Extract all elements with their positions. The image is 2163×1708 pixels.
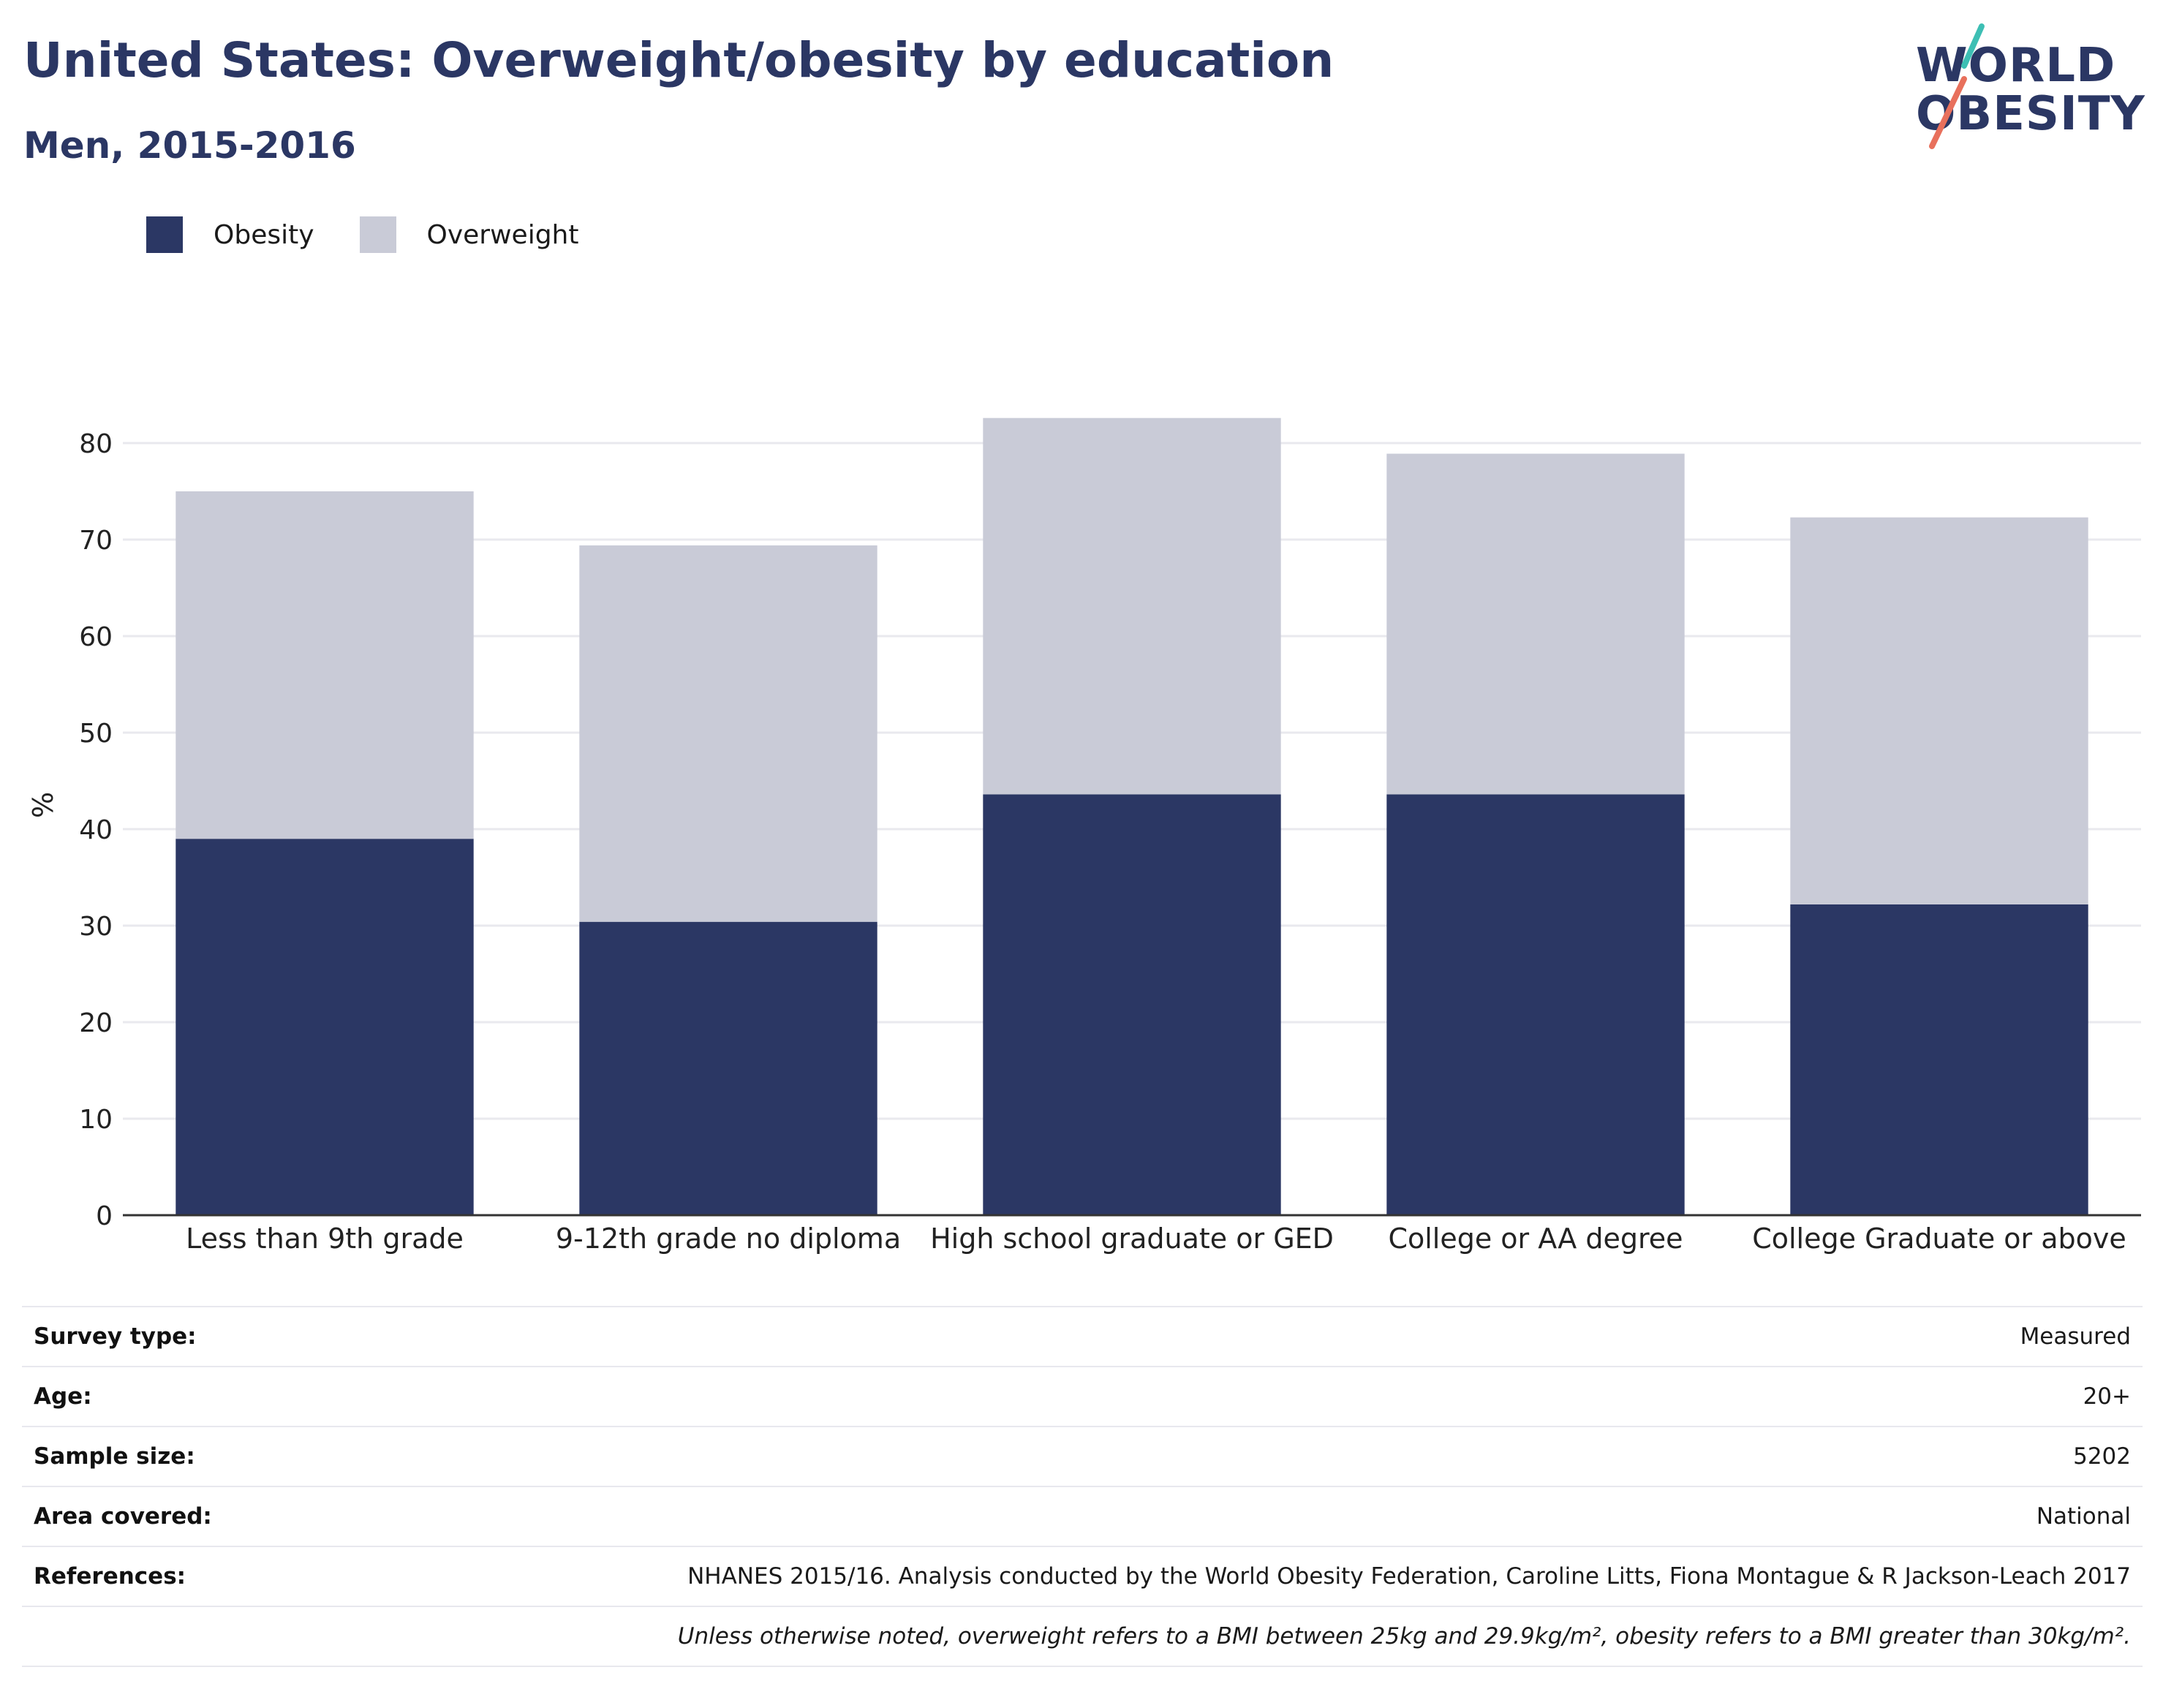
info-row-bmi-note: Unless otherwise noted, overweight refer… xyxy=(22,1607,2143,1667)
info-value: National xyxy=(2036,1503,2131,1530)
x-tick-label: 9-12th grade no diploma xyxy=(556,1223,901,1255)
info-row-area-covered: Area covered: National xyxy=(22,1487,2143,1547)
legend-label-overweight: Overweight xyxy=(426,219,579,250)
bar-overweight-2 xyxy=(983,417,1281,795)
bar-obesity-2 xyxy=(983,794,1281,1215)
y-tick-label: 80 xyxy=(79,429,113,459)
bar-overweight-0 xyxy=(175,491,474,839)
info-row-survey-type: Survey type: Measured xyxy=(22,1307,2143,1367)
logo-slash-icon xyxy=(1929,23,1985,149)
bar-overweight-3 xyxy=(1386,453,1685,795)
x-tick-label: College Graduate or above xyxy=(1752,1223,2126,1255)
y-tick-label: 20 xyxy=(79,1008,113,1038)
y-axis-label: % xyxy=(27,792,59,818)
info-value: NHANES 2015/16. Analysis conducted by th… xyxy=(687,1563,2131,1590)
survey-info-table: Survey type: Measured Age: 20+ Sample si… xyxy=(22,1306,2143,1667)
chart-title: United States: Overweight/obesity by edu… xyxy=(23,32,1335,88)
y-tick-label: 60 xyxy=(79,622,113,652)
y-tick-label: 70 xyxy=(79,526,113,556)
info-row-age: Age: 20+ xyxy=(22,1367,2143,1427)
bar-chart: 0 10 20 30 40 50 60 70 80% Less than 9th grade 9-1… xyxy=(27,417,2141,1255)
info-label: References: xyxy=(34,1563,186,1590)
y-tick-label: 0 xyxy=(96,1201,113,1231)
chart-subtitle: Men, 2015-2016 xyxy=(23,124,356,167)
bar-obesity-3 xyxy=(1386,794,1685,1215)
info-value: 20+ xyxy=(2083,1383,2131,1410)
y-tick-label: 40 xyxy=(79,815,113,845)
legend-swatch-overweight xyxy=(359,216,396,253)
bar-obesity-0 xyxy=(175,839,474,1215)
info-value: 5202 xyxy=(2073,1443,2131,1470)
info-label: Age: xyxy=(34,1383,92,1410)
y-tick-label: 50 xyxy=(79,719,113,749)
world-obesity-logo: WORLD OBESITY xyxy=(1901,15,2150,154)
info-value: Measured xyxy=(2020,1323,2131,1350)
bmi-definition-note: Unless otherwise noted, overweight refer… xyxy=(677,1623,2131,1650)
y-tick-label: 30 xyxy=(79,912,113,942)
y-tick-label: 10 xyxy=(79,1105,113,1135)
info-label: Area covered: xyxy=(34,1503,212,1530)
legend-item-obesity[interactable]: Obesity xyxy=(146,216,314,253)
legend-item-overweight[interactable]: Overweight xyxy=(359,216,579,253)
bar-obesity-1 xyxy=(579,921,877,1215)
x-tick-label: College or AA degree xyxy=(1388,1223,1683,1255)
bar-obesity-4 xyxy=(1790,904,2088,1215)
legend-label-obesity: Obesity xyxy=(214,219,314,250)
chart-legend: Obesity Overweight xyxy=(146,216,624,253)
bar-overweight-4 xyxy=(1790,517,2088,904)
info-row-sample-size: Sample size: 5202 xyxy=(22,1427,2143,1487)
logo-text-world: WORLD xyxy=(1916,39,2116,93)
legend-swatch-obesity xyxy=(146,216,183,253)
info-row-references: References: NHANES 2015/16. Analysis con… xyxy=(22,1547,2143,1607)
bar-overweight-1 xyxy=(579,545,877,922)
x-tick-label: High school graduate or GED xyxy=(930,1223,1334,1255)
info-label: Survey type: xyxy=(34,1323,197,1350)
info-label: Sample size: xyxy=(34,1443,195,1470)
x-tick-label: Less than 9th grade xyxy=(186,1223,464,1255)
